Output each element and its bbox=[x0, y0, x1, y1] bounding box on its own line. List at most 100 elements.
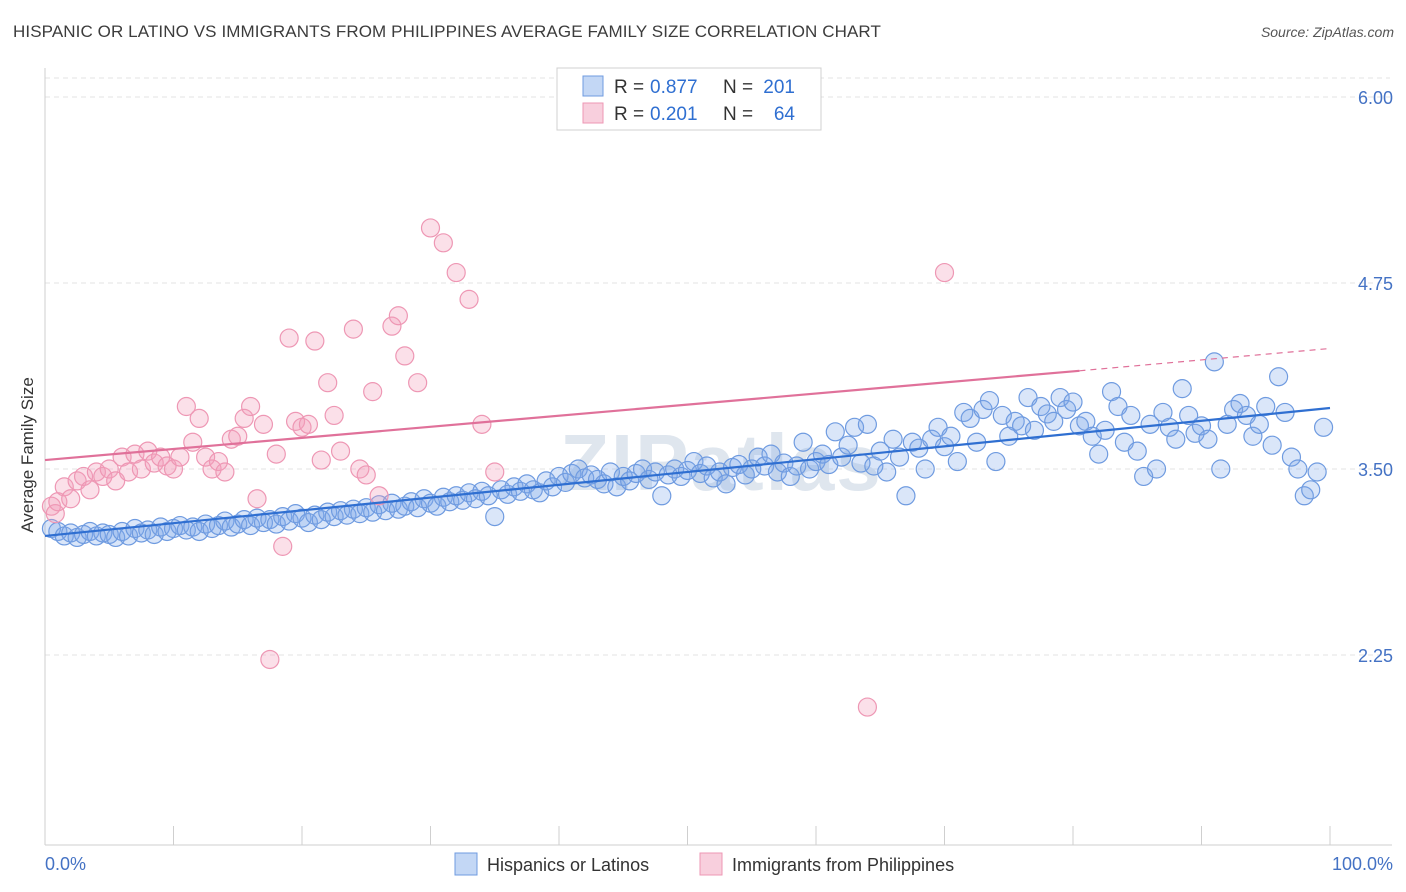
point-hispanic bbox=[1307, 462, 1327, 482]
point-hispanic bbox=[793, 432, 813, 452]
point-philippines bbox=[247, 489, 267, 509]
point-philippines bbox=[208, 451, 229, 472]
legend-n-value: 201 bbox=[763, 77, 795, 98]
point-philippines bbox=[253, 414, 274, 434]
point-philippines bbox=[45, 504, 65, 524]
point-philippines bbox=[189, 408, 209, 429]
point-hispanic bbox=[986, 451, 1006, 472]
point-philippines bbox=[215, 462, 235, 482]
point-hispanic bbox=[1281, 447, 1302, 467]
point-hispanic bbox=[877, 462, 897, 482]
point-hispanic bbox=[1256, 396, 1276, 417]
point-hispanic bbox=[1056, 399, 1077, 420]
point-hispanic bbox=[1249, 414, 1269, 434]
y-tick-label: 4.75 bbox=[1358, 274, 1393, 294]
point-hispanic bbox=[1288, 459, 1308, 479]
point-philippines bbox=[170, 447, 190, 467]
point-hispanic bbox=[1031, 396, 1051, 417]
point-philippines bbox=[228, 426, 248, 446]
point-philippines bbox=[241, 396, 261, 417]
point-philippines bbox=[459, 289, 479, 309]
bottom-legend-swatch bbox=[699, 852, 723, 876]
chart-title: HISPANIC OR LATINO VS IMMIGRANTS FROM PH… bbox=[13, 22, 881, 41]
point-hispanic bbox=[857, 414, 878, 434]
bottom-legend-swatch bbox=[454, 852, 478, 876]
point-philippines bbox=[311, 450, 331, 470]
point-hispanic bbox=[1121, 405, 1141, 426]
point-hispanic bbox=[825, 422, 845, 442]
legend-r-value: 0.877 bbox=[650, 77, 698, 98]
point-hispanic bbox=[1198, 429, 1218, 449]
point-philippines bbox=[99, 459, 119, 479]
point-hispanic bbox=[1050, 387, 1070, 408]
point-philippines bbox=[388, 306, 408, 326]
point-hispanic bbox=[1024, 420, 1045, 440]
point-hispanic bbox=[1063, 392, 1083, 412]
trendline-philippines bbox=[44, 369, 1080, 462]
point-hispanic bbox=[1037, 404, 1057, 424]
point-hispanic bbox=[1146, 459, 1167, 479]
legend-swatch bbox=[582, 102, 604, 124]
point-philippines bbox=[356, 465, 376, 485]
point-hispanic bbox=[1301, 480, 1321, 500]
y-tick-label: 6.00 bbox=[1358, 88, 1393, 108]
point-hispanic bbox=[93, 523, 113, 543]
grid-layer bbox=[45, 77, 1390, 656]
legend-r-label: R = bbox=[614, 104, 644, 125]
point-hispanic bbox=[1230, 393, 1250, 414]
point-hispanic bbox=[1204, 352, 1224, 372]
point-hispanic bbox=[883, 429, 903, 449]
point-philippines bbox=[330, 441, 351, 461]
bottom-legend-label: Immigrants from Philippines bbox=[732, 855, 954, 875]
point-philippines bbox=[369, 486, 389, 506]
point-philippines bbox=[260, 649, 280, 670]
points-layer bbox=[41, 218, 1334, 717]
point-hispanic bbox=[1211, 459, 1231, 479]
point-hispanic bbox=[1313, 417, 1334, 437]
point-philippines bbox=[93, 466, 113, 487]
point-hispanic bbox=[729, 454, 749, 475]
point-philippines bbox=[61, 489, 81, 509]
point-philippines bbox=[266, 444, 286, 464]
legend-n-label: N = bbox=[723, 77, 753, 98]
point-hispanic bbox=[780, 466, 800, 487]
point-philippines bbox=[273, 536, 293, 556]
legend-box: R = 0.877 N = 201 R = 0.201 N = 64 bbox=[556, 67, 822, 131]
point-hispanic bbox=[1166, 429, 1186, 449]
point-hispanic bbox=[947, 451, 967, 472]
point-philippines bbox=[420, 218, 441, 238]
point-hispanic bbox=[889, 447, 910, 467]
point-hispanic bbox=[1262, 435, 1282, 455]
point-philippines bbox=[298, 414, 319, 434]
point-philippines bbox=[196, 447, 216, 467]
x-tick-label: 100.0% bbox=[1332, 854, 1393, 874]
point-hispanic bbox=[1089, 444, 1109, 464]
point-philippines bbox=[408, 373, 428, 393]
point-hispanic bbox=[915, 459, 935, 479]
point-hispanic bbox=[1127, 441, 1147, 461]
x-tick-label: 0.0% bbox=[45, 854, 86, 874]
bottom-legend-label: Hispanics or Latinos bbox=[487, 855, 649, 875]
point-philippines bbox=[163, 459, 184, 479]
chart-source: Source: ZipAtlas.com bbox=[1260, 24, 1394, 40]
point-philippines bbox=[472, 414, 492, 434]
point-philippines bbox=[343, 319, 363, 339]
axis-layer bbox=[44, 68, 1392, 846]
point-hispanic bbox=[1268, 367, 1289, 387]
legend-n-label: N = bbox=[723, 104, 753, 125]
trendline-philippines-extension bbox=[1079, 347, 1331, 372]
point-hispanic bbox=[941, 426, 961, 446]
point-hispanic bbox=[1243, 426, 1263, 446]
point-philippines bbox=[363, 382, 383, 402]
bottom-legend: Hispanics or Latinos Immigrants from Phil… bbox=[454, 852, 954, 876]
point-hispanic bbox=[896, 486, 916, 506]
point-hispanic bbox=[690, 463, 710, 484]
y-tick-label: 2.25 bbox=[1358, 646, 1393, 666]
point-philippines bbox=[80, 480, 100, 500]
point-philippines bbox=[176, 396, 196, 417]
point-philippines bbox=[382, 316, 402, 336]
point-philippines bbox=[446, 262, 466, 283]
point-hispanic bbox=[979, 390, 1000, 411]
point-philippines bbox=[318, 373, 338, 393]
